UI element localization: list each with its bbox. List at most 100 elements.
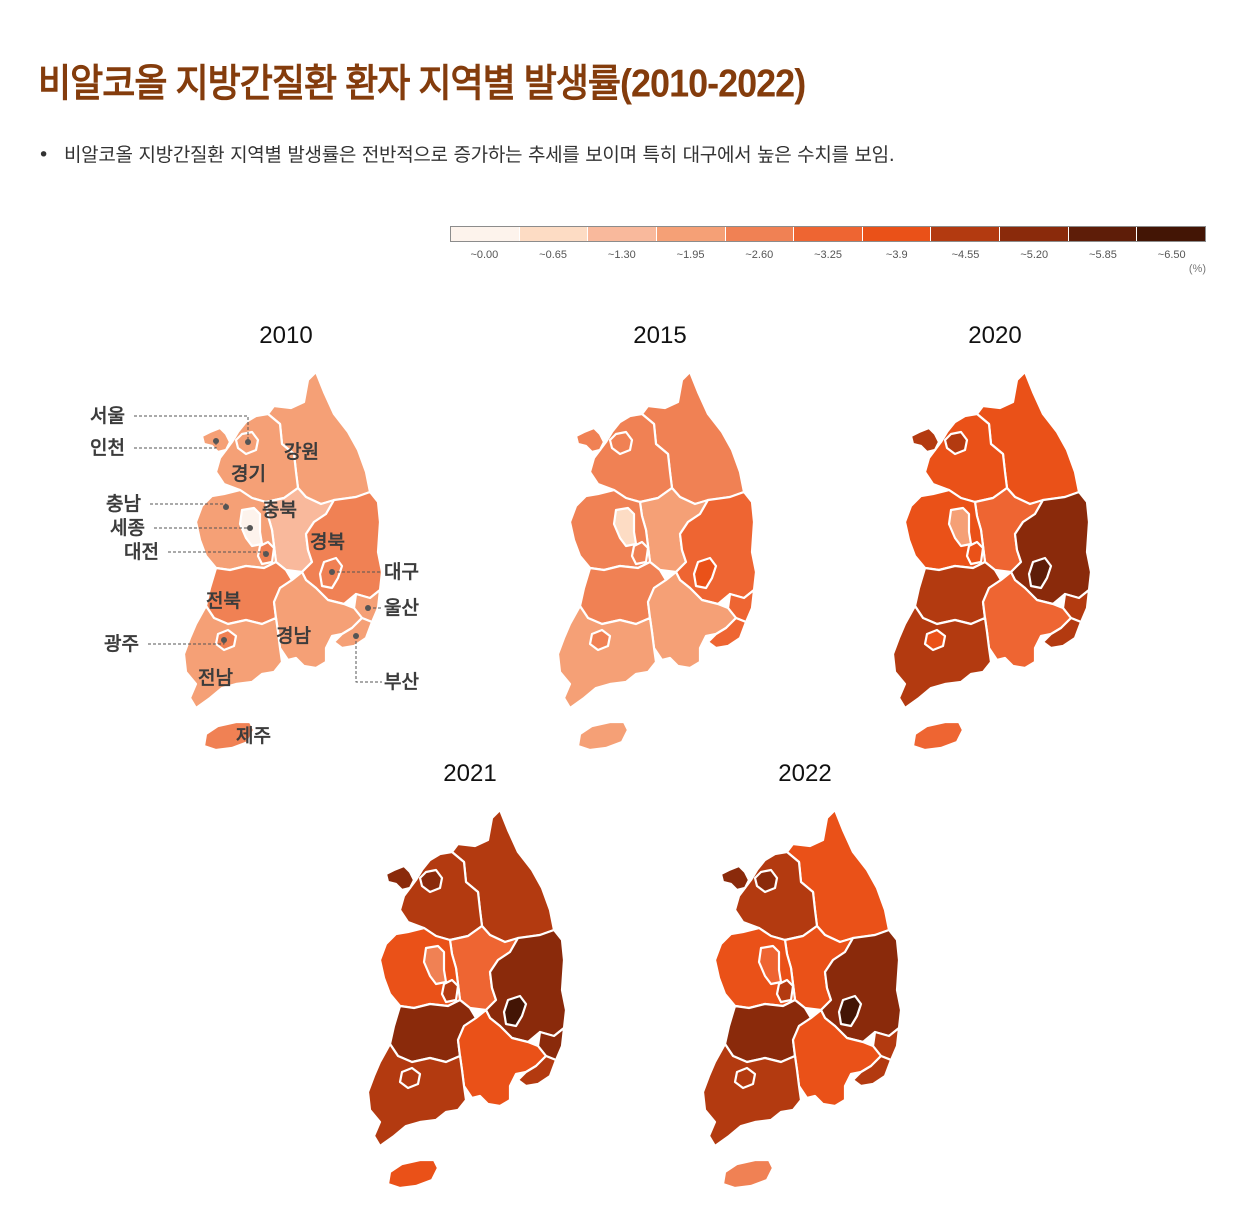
region-busan[interactable]	[1041, 616, 1083, 650]
region-daejeon[interactable]	[775, 978, 795, 1004]
region-daegu[interactable]	[692, 556, 718, 590]
region-busan[interactable]	[851, 1054, 893, 1088]
region-jeju[interactable]	[911, 720, 965, 752]
region-label-jeonnam: 전남	[198, 667, 233, 689]
region-label-busan: 부산	[384, 671, 419, 693]
korea-map-2021: 2021	[340, 760, 600, 1190]
legend-tick-label: ~6.50	[1157, 249, 1186, 261]
callout-line-busan	[355, 636, 382, 683]
korea-map-2010: 2010	[70, 322, 490, 752]
region-label-daejeon: 대전	[124, 541, 159, 563]
region-gwangju[interactable]	[923, 628, 947, 652]
legend-labels: ~0.00 ~0.65 ~1.30 ~1.95 ~2.60 ~3.25 ~3.9 ~4.55 ~…	[450, 249, 1206, 261]
summary-bullet: • 비알코올 지방간질환 지역별 발생률은 전반적으로 증가하는 추세를 보이며 …	[38, 140, 895, 167]
bullet-dot: •	[38, 144, 49, 166]
region-jeonnam[interactable]	[366, 1042, 468, 1148]
legend-color-bar	[450, 226, 1206, 242]
region-seoul[interactable]	[418, 868, 444, 894]
region-daejeon[interactable]	[440, 978, 460, 1004]
callout-line-seoul	[134, 415, 249, 442]
region-label-sejong: 세종	[110, 517, 145, 539]
callout-dot-gwangju	[221, 637, 227, 643]
callout-dot-ulsan	[365, 605, 371, 611]
region-jeju[interactable]	[576, 720, 630, 752]
region-jeonnam[interactable]	[556, 604, 658, 710]
map-year-label: 2015	[633, 322, 687, 349]
korea-map-2020: 2020	[865, 322, 1125, 752]
legend-swatch	[1000, 227, 1069, 241]
region-incheon[interactable]	[384, 864, 416, 892]
region-label-gwangju: 광주	[104, 633, 139, 655]
legend-tick-label: ~3.25	[814, 249, 842, 261]
region-label-chungnam: 충남	[106, 493, 141, 515]
callout-dot-daegu	[329, 569, 335, 575]
region-label-chungbuk: 충북	[262, 499, 297, 521]
region-incheon[interactable]	[909, 426, 941, 454]
summary-text: 비알코올 지방간질환 지역별 발생률은 전반적으로 증가하는 추세를 보이며 특…	[64, 144, 895, 166]
callout-line-gwangju	[148, 640, 225, 645]
korea-map-svg	[366, 808, 568, 1190]
region-daegu[interactable]	[1027, 556, 1053, 590]
region-label-jeonbuk: 전북	[206, 590, 241, 612]
region-label-gyeongbuk: 경북	[310, 531, 345, 553]
legend-swatch	[862, 227, 932, 241]
legend-swatch	[451, 227, 520, 241]
region-incheon[interactable]	[574, 426, 606, 454]
region-label-gyeonggi: 경기	[231, 463, 266, 485]
legend-tick-label: ~1.95	[676, 249, 705, 261]
legend-swatch	[656, 227, 726, 241]
region-daejeon[interactable]	[630, 540, 650, 566]
region-gwangju[interactable]	[398, 1066, 422, 1090]
legend-tick-label: ~0.65	[539, 249, 568, 261]
map-year-label: 2022	[778, 760, 832, 787]
region-incheon[interactable]	[719, 864, 751, 892]
region-daegu[interactable]	[837, 994, 863, 1028]
region-label-incheon: 인천	[90, 437, 125, 459]
region-jeonnam[interactable]	[182, 604, 284, 710]
region-jeju[interactable]	[386, 1158, 440, 1190]
legend-tick-label: ~5.20	[1020, 249, 1049, 261]
region-busan[interactable]	[516, 1054, 558, 1088]
region-label-ulsan: 울산	[384, 597, 419, 619]
callout-dot-chungnam	[223, 504, 229, 510]
legend-tick-label: ~1.30	[607, 249, 636, 261]
korea-map-2022: 2022	[675, 760, 935, 1190]
region-gwangju[interactable]	[588, 628, 612, 652]
region-jeju[interactable]	[202, 720, 256, 752]
callout-dot-seoul	[245, 439, 251, 445]
callout-dot-incheon	[213, 438, 219, 444]
legend-unit: (%)	[1188, 263, 1206, 275]
color-legend: ~0.00 ~0.65 ~1.30 ~1.95 ~2.60 ~3.25 ~3.9 ~4.55 ~…	[450, 226, 1206, 275]
region-label-gyeongnam: 경남	[276, 625, 311, 647]
korea-map-2015: 2015	[530, 322, 790, 752]
map-year-label: 2021	[443, 760, 497, 787]
region-daegu[interactable]	[502, 994, 528, 1028]
region-jeonnam[interactable]	[701, 1042, 803, 1148]
region-label-gangwon: 강원	[284, 441, 319, 463]
region-jeonnam[interactable]	[891, 604, 993, 710]
legend-swatch	[1068, 227, 1138, 241]
legend-tick-label: ~2.60	[745, 249, 774, 261]
region-daejeon[interactable]	[965, 540, 985, 566]
legend-swatch	[588, 227, 657, 241]
region-gwangju[interactable]	[733, 1066, 757, 1090]
map-year-label: 2020	[968, 322, 1022, 349]
region-label-jeju: 제주	[236, 725, 271, 747]
region-busan[interactable]	[332, 616, 374, 650]
region-seoul[interactable]	[753, 868, 779, 894]
region-jeju[interactable]	[721, 1158, 775, 1190]
callout-dot-daejeon	[263, 551, 269, 557]
legend-tick-label: ~5.85	[1089, 249, 1117, 261]
callout-dot-sejong	[247, 525, 253, 531]
legend-swatch	[725, 227, 795, 241]
region-seoul[interactable]	[943, 430, 969, 456]
legend-tick-label: ~3.9	[885, 249, 908, 261]
korea-map-svg	[891, 370, 1093, 752]
region-busan[interactable]	[706, 616, 748, 650]
region-seoul[interactable]	[608, 430, 634, 456]
region-label-daegu: 대구	[384, 561, 419, 583]
map-year-label: 2010	[259, 322, 313, 349]
callout-dot-busan	[353, 633, 359, 639]
legend-tick-label: ~0.00	[470, 249, 499, 261]
legend-swatch	[1137, 227, 1206, 241]
